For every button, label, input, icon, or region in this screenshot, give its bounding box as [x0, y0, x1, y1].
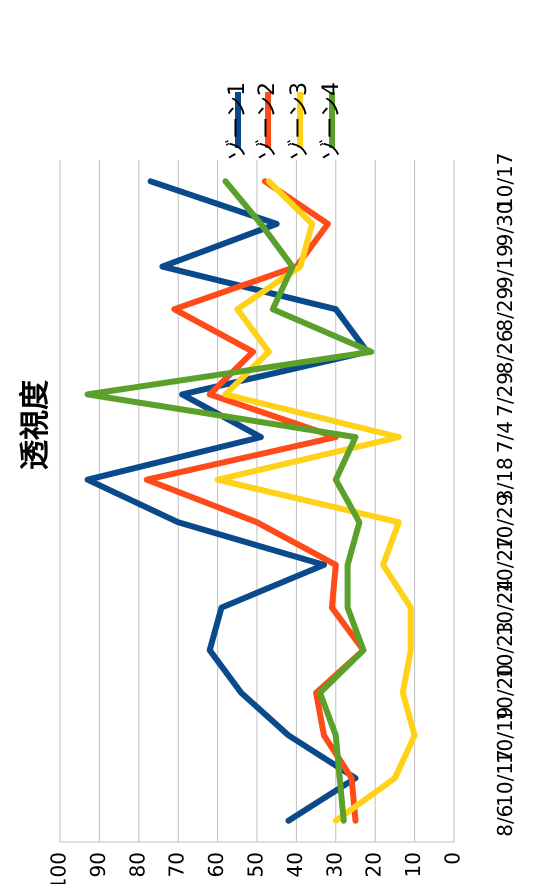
category-tick-label: 10/17	[493, 749, 517, 807]
category-tick-label: 8/26	[493, 329, 517, 374]
category-tick-label: 10/23	[493, 621, 517, 679]
series-line-4	[84, 178, 375, 824]
category-tick-label: 10/17	[493, 152, 517, 210]
y-tick-labels: 0 10 20 30 40 50 60 70 80 90 100	[47, 852, 465, 884]
category-tick-label: 9/30	[493, 201, 517, 246]
value-tick-label: 10	[401, 852, 425, 877]
value-tick-label: 40	[283, 852, 307, 877]
value-tick-label: 20	[362, 852, 386, 877]
category-tick-label: 7/29	[493, 372, 517, 417]
x-tick-labels: 8/610/1710/1910/2010/2310/2410/2710/293/…	[493, 152, 517, 836]
category-tick-label: 10/20	[493, 664, 517, 722]
category-tick-label: 8/29	[493, 287, 517, 332]
value-tick-label: 100	[47, 852, 71, 884]
value-tick-label: 60	[204, 852, 228, 877]
value-tick-label: 0	[441, 852, 465, 865]
category-tick-label: 10/27	[493, 536, 517, 594]
legend-label-2: ゾーン2	[255, 82, 280, 161]
category-tick-label: 10/24	[493, 579, 517, 637]
grid-layer	[59, 160, 455, 843]
category-tick-label: 10/19	[493, 707, 517, 765]
value-tick-label: 30	[322, 852, 346, 877]
legend-label-4: ゾーン4	[319, 82, 344, 161]
legend-label-1: ゾーン1	[225, 82, 250, 161]
series-layer	[84, 178, 418, 824]
series-line-3	[214, 178, 418, 824]
series-line-1	[84, 178, 371, 824]
category-tick-label: 7/4	[493, 421, 517, 453]
category-tick-label: 9/19	[493, 244, 517, 289]
category-tick-label: 10/29	[493, 493, 517, 551]
category-tick-label: 3/18	[493, 457, 517, 502]
series-line-2	[143, 178, 367, 824]
chart-title: 透視度	[18, 380, 53, 470]
legend-label-3: ゾーン3	[287, 82, 312, 161]
value-tick-label: 70	[165, 852, 189, 877]
value-tick-label: 50	[244, 852, 268, 877]
category-tick-label: 8/6	[493, 805, 517, 837]
legend: ゾーン1 ゾーン2 ゾーン3 ゾーン4	[225, 82, 344, 161]
value-tick-label: 90	[86, 852, 110, 877]
value-tick-label: 80	[125, 852, 149, 877]
